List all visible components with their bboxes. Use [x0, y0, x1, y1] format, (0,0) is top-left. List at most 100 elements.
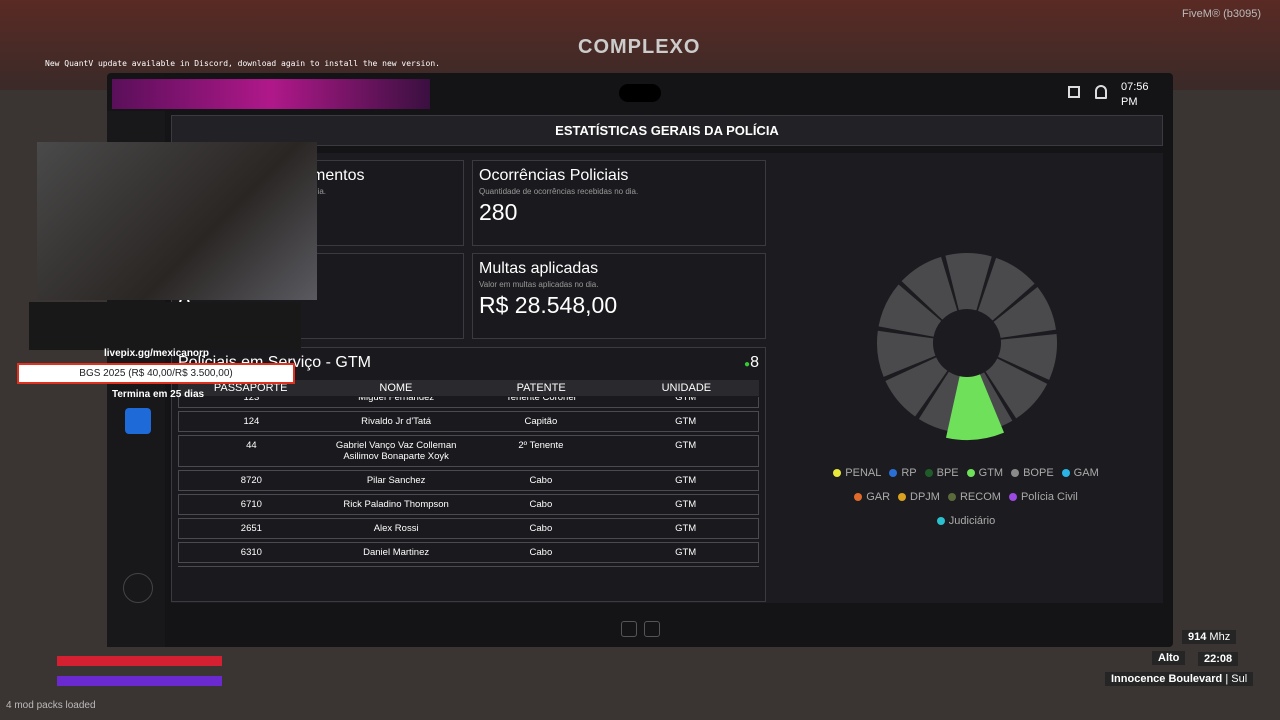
- cell: GTM: [675, 547, 697, 558]
- legend-dot: [1061, 469, 1070, 477]
- cell: Tenente Coronel: [506, 397, 576, 403]
- donut-segment: [877, 330, 936, 377]
- legend-dot: [936, 517, 945, 525]
- stats-button[interactable]: [125, 408, 151, 434]
- apps-icon[interactable]: [1068, 86, 1080, 98]
- card-value: 280: [479, 199, 518, 225]
- cell: Cabo: [529, 523, 553, 534]
- donut-segment: [945, 374, 1005, 440]
- radio: 914 Mhz: [1182, 630, 1237, 644]
- health-bar: [57, 656, 222, 666]
- legend-item: RP: [889, 461, 917, 485]
- bell-icon[interactable]: [1095, 85, 1107, 99]
- table-row: 8720 Pilar Sanchez Cabo GTM: [178, 470, 759, 491]
- donut-segment: [878, 284, 942, 337]
- card-title: Multas aplicadas: [479, 260, 599, 277]
- camera: [619, 84, 661, 102]
- goal-ends: Termina em 25 dias: [112, 389, 205, 400]
- direction: Sul: [1231, 673, 1248, 685]
- legend-dot: [947, 493, 956, 501]
- legend-item: BPE: [924, 461, 959, 485]
- table-row: 5630Douglas BahiaCaboGTM: [178, 566, 759, 567]
- cell: Miguel Fernandez: [358, 397, 435, 403]
- cell: Alex Rossi: [373, 523, 419, 534]
- profile-button[interactable]: [123, 573, 153, 603]
- legend-label: DPJM: [910, 491, 940, 503]
- legend-dot: [1008, 493, 1017, 501]
- table-row: 6310 Daniel Martinez Cabo GTM: [178, 542, 759, 563]
- home-button[interactable]: [644, 621, 660, 637]
- legend-item: PENAL: [833, 461, 881, 485]
- mods: 4 mod packs loaded: [6, 700, 96, 711]
- back-button[interactable]: [621, 621, 637, 637]
- table-row: 123 Miguel Fernandez Tenente Coronel GTM: [178, 397, 759, 408]
- table-row: 6710 Rick Paladino Thompson Cabo GTM: [178, 494, 759, 515]
- cell: GTM: [675, 440, 697, 451]
- donation-link: livepix.gg/mexicanorp: [104, 348, 210, 359]
- cell: GTM: [675, 416, 697, 427]
- clock: 07:56 PM: [1121, 80, 1149, 110]
- legend-dot: [833, 469, 842, 477]
- cell: 6310: [240, 547, 262, 558]
- cell: Pilar Sanchez: [366, 475, 426, 486]
- card-title: s: [308, 260, 457, 278]
- legend-item: GAR: [854, 485, 890, 509]
- cell: Gabriel Vanço Vaz Colleman Asilimov Bona…: [335, 440, 457, 462]
- table-row: 44 Gabriel Vanço Vaz Colleman Asilimov Bo…: [178, 435, 759, 467]
- legend-item: GTM: [966, 461, 1003, 485]
- time: 07:56: [1121, 81, 1149, 93]
- legend-label: GAM: [1073, 467, 1099, 479]
- top-gradient: [112, 79, 430, 109]
- legend-label: Judiciário: [948, 515, 996, 527]
- donut-segment: [993, 287, 1056, 338]
- cell: 2651: [240, 523, 262, 534]
- legend-dot: [889, 469, 898, 477]
- cell: 8720: [240, 475, 262, 486]
- card-subtitle: Quantidade de ocorrências recebidas no d…: [479, 187, 639, 196]
- legend-label: Polícia Civil: [1020, 491, 1078, 503]
- column-header: PATENTE: [516, 382, 566, 394]
- card-value: R$ 28.548,00: [479, 292, 618, 318]
- legend-label: GAR: [866, 491, 891, 503]
- webcam: [37, 142, 317, 300]
- card: Multas aplicadas Valor em multas aplicada…: [472, 253, 766, 339]
- cell: Daniel Martinez: [363, 547, 430, 558]
- legend-dot: [854, 493, 863, 501]
- donut-segment: [945, 253, 992, 311]
- table-row: 2651 Alex Rossi Cabo GTM: [178, 518, 759, 539]
- legend-label: RP: [901, 467, 917, 479]
- cell: Cabo: [529, 499, 553, 510]
- meridiem: PM: [1121, 96, 1138, 108]
- donut-chart: [877, 253, 1057, 440]
- column-header: UNIDADE: [661, 382, 712, 394]
- cell: Rick Paladino Thompson: [343, 499, 449, 510]
- build: FiveM® (b3095): [1182, 8, 1262, 20]
- legend-dot: [966, 469, 975, 477]
- legend-label: BOPE: [1023, 467, 1054, 479]
- radio-freq: 914: [1188, 631, 1207, 643]
- legend-label: BPE: [936, 467, 959, 479]
- goal-bar: BGS 2025 (R$ 40,00/R$ 3.500,00): [17, 363, 295, 384]
- street: Innocence Boulevard: [1111, 673, 1223, 685]
- cell: Rivaldo Jr d'Tatá: [361, 416, 432, 427]
- card-subtitle: Valor em multas aplicadas no dia.: [479, 280, 599, 289]
- legend-label: RECOM: [959, 491, 1001, 503]
- voice: Alto: [1152, 651, 1186, 665]
- legend-item: Judiciário: [936, 509, 996, 533]
- notice: New QuantV update available in Discord, …: [45, 59, 440, 68]
- legend-item: RECOM: [947, 485, 1001, 509]
- legend-dot: [898, 493, 907, 501]
- table-count: 8: [750, 354, 759, 371]
- server-logo: COMPLEXO: [578, 36, 701, 58]
- cell: GTM: [675, 475, 697, 486]
- table-row: 124 Rivaldo Jr d'Tatá Capitão GTM: [178, 411, 759, 432]
- legend-item: DPJM: [898, 485, 940, 509]
- cell: Cabo: [529, 547, 553, 558]
- card-title: Ocorrências Policiais: [479, 167, 629, 184]
- cell: Cabo: [529, 475, 553, 486]
- table-panel: Policiais em Serviço - GTM●8 PASSAPORTEN…: [171, 347, 766, 602]
- card: Ocorrências Policiais Quantidade de ocorr…: [472, 160, 766, 246]
- legend-dot: [924, 469, 933, 477]
- column-header: NOME: [379, 382, 413, 394]
